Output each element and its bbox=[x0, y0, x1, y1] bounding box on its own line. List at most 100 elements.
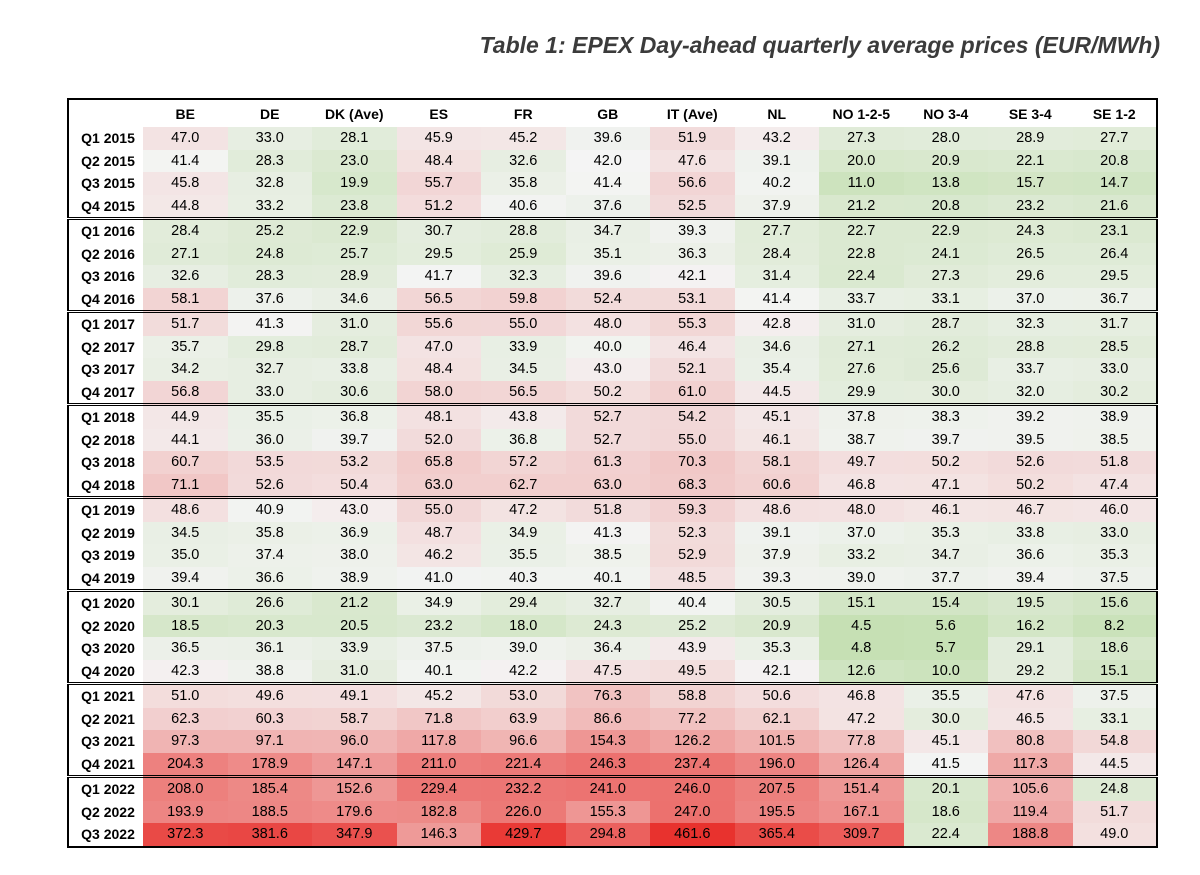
price-cell: 39.4 bbox=[143, 566, 228, 591]
column-header: DE bbox=[260, 105, 280, 122]
column-header: DK (Ave) bbox=[324, 105, 384, 122]
price-cell: 45.1 bbox=[903, 730, 988, 753]
price-cell: 117.8 bbox=[396, 730, 481, 753]
price-cell: 44.8 bbox=[143, 194, 228, 219]
price-cell: 15.4 bbox=[903, 589, 988, 615]
price-cell: 39.0 bbox=[819, 566, 904, 591]
price-cell: 55.7 bbox=[396, 172, 481, 195]
price-cell: 178.9 bbox=[227, 752, 312, 777]
price-cell: 19.9 bbox=[312, 172, 397, 195]
price-cell: 20.8 bbox=[903, 194, 988, 219]
price-cell: 58.1 bbox=[734, 451, 819, 474]
price-cell: 48.1 bbox=[396, 403, 481, 429]
price-cell: 15.1 bbox=[819, 589, 904, 615]
price-cell: 211.0 bbox=[396, 752, 481, 777]
price-cell: 15.1 bbox=[1072, 659, 1157, 684]
price-cell: 32.8 bbox=[227, 172, 312, 195]
price-cell: 47.1 bbox=[903, 473, 988, 498]
price-cell: 49.5 bbox=[650, 659, 735, 684]
price-cell: 33.1 bbox=[1072, 707, 1157, 730]
price-cell: 241.0 bbox=[565, 775, 650, 801]
table-row: Q2 2016 27.1 24.8 25.7 29.5 25.9 35.1 36.3 28.4 2… bbox=[68, 242, 1157, 265]
price-cell: 381.6 bbox=[227, 823, 312, 847]
price-cell: 59.8 bbox=[481, 287, 566, 312]
price-cell: 49.7 bbox=[819, 451, 904, 474]
price-cell: 26.5 bbox=[988, 242, 1073, 265]
price-cell: 28.5 bbox=[1072, 335, 1157, 358]
price-cell: 48.5 bbox=[650, 566, 735, 591]
price-cell: 36.6 bbox=[227, 566, 312, 591]
price-cell: 46.5 bbox=[988, 707, 1073, 730]
price-cell: 39.6 bbox=[565, 265, 650, 288]
row-label: Q1 2016 bbox=[68, 217, 143, 243]
price-cell: 56.5 bbox=[481, 380, 566, 405]
price-cell: 13.8 bbox=[903, 172, 988, 195]
price-cell: 37.0 bbox=[988, 287, 1073, 312]
price-cell: 41.0 bbox=[396, 566, 481, 591]
price-cell: 155.3 bbox=[565, 800, 650, 823]
price-cell: 45.8 bbox=[143, 172, 228, 195]
price-cell: 52.6 bbox=[988, 451, 1073, 474]
price-cell: 20.9 bbox=[734, 614, 819, 637]
row-label: Q1 2022 bbox=[68, 775, 143, 801]
price-cell: 46.1 bbox=[903, 496, 988, 522]
price-cell: 207.5 bbox=[734, 775, 819, 801]
table-row: Q4 2017 56.8 33.0 30.6 58.0 56.5 50.2 61.0 44.5 2… bbox=[68, 380, 1157, 405]
price-cell: 37.8 bbox=[819, 403, 904, 429]
price-cell: 40.3 bbox=[481, 566, 566, 591]
price-cell: 52.6 bbox=[227, 473, 312, 498]
price-cell: 24.8 bbox=[227, 242, 312, 265]
price-cell: 35.0 bbox=[143, 544, 228, 567]
price-cell: 39.3 bbox=[650, 217, 735, 243]
row-label: Q4 2016 bbox=[81, 290, 135, 307]
table-row: Q2 2017 35.7 29.8 28.7 47.0 33.9 40.0 46.4 34.6 2… bbox=[68, 335, 1157, 358]
price-cell: 33.1 bbox=[903, 287, 988, 312]
price-cell: 38.9 bbox=[1072, 403, 1157, 429]
column-header: SE 1-2 bbox=[1092, 105, 1136, 122]
table-row: Q3 2016 32.6 28.3 28.9 41.7 32.3 39.6 42.1 31.4 2… bbox=[68, 265, 1157, 288]
price-cell: 39.3 bbox=[734, 566, 819, 591]
price-cell: 25.9 bbox=[481, 242, 566, 265]
price-cell: 15.7 bbox=[988, 172, 1073, 195]
price-cell: 461.6 bbox=[650, 823, 735, 847]
column-header: IT (Ave) bbox=[666, 105, 718, 122]
price-cell: 41.3 bbox=[227, 310, 312, 336]
price-cell: 42.3 bbox=[143, 659, 228, 684]
price-cell: 188.8 bbox=[988, 823, 1073, 847]
price-cell: 86.6 bbox=[565, 707, 650, 730]
price-cell: 28.8 bbox=[481, 217, 566, 243]
price-cell: 167.1 bbox=[819, 800, 904, 823]
row-label: Q1 2018 bbox=[68, 403, 143, 429]
price-cell: 27.7 bbox=[734, 217, 819, 243]
price-cell: 22.4 bbox=[819, 265, 904, 288]
price-cell: 36.0 bbox=[227, 428, 312, 451]
row-label: Q3 2015 bbox=[81, 175, 135, 192]
price-cell: 26.6 bbox=[227, 589, 312, 615]
price-cell: 16.2 bbox=[988, 614, 1073, 637]
price-cell: 35.5 bbox=[903, 682, 988, 708]
price-cell: 22.4 bbox=[903, 823, 988, 847]
table-row: Q4 2018 71.1 52.6 50.4 63.0 62.7 63.0 68.3 60.6 4… bbox=[68, 473, 1157, 498]
price-cell: 20.3 bbox=[227, 614, 312, 637]
table-row: Q1 2020 30.1 26.6 21.2 34.9 29.4 32.7 40.4 30.5 1… bbox=[68, 589, 1157, 615]
table-row: Q4 2015 44.8 33.2 23.8 51.2 40.6 37.6 52.5 37.9 2… bbox=[68, 194, 1157, 219]
row-label: Q3 2018 bbox=[81, 454, 135, 471]
price-cell: 71.8 bbox=[396, 707, 481, 730]
table-row: Q3 2019 35.0 37.4 38.0 46.2 35.5 38.5 52.9 37.9 3… bbox=[68, 544, 1157, 567]
price-cell: 62.7 bbox=[481, 473, 566, 498]
price-cell: 42.8 bbox=[734, 310, 819, 336]
price-cell: 51.7 bbox=[1072, 800, 1157, 823]
price-cell: 151.4 bbox=[819, 775, 904, 801]
price-cell: 8.2 bbox=[1072, 614, 1157, 637]
price-cell: 35.4 bbox=[734, 358, 819, 381]
price-cell: 46.4 bbox=[650, 335, 735, 358]
price-cell: 38.5 bbox=[1072, 428, 1157, 451]
price-cell: 47.6 bbox=[650, 149, 735, 172]
price-cell: 18.0 bbox=[481, 614, 566, 637]
price-cell: 35.8 bbox=[481, 172, 566, 195]
price-cell: 29.8 bbox=[227, 335, 312, 358]
price-cell: 52.7 bbox=[565, 428, 650, 451]
price-cell: 33.0 bbox=[227, 127, 312, 150]
row-label: Q4 2017 bbox=[81, 383, 135, 400]
price-cell: 54.8 bbox=[1072, 730, 1157, 753]
